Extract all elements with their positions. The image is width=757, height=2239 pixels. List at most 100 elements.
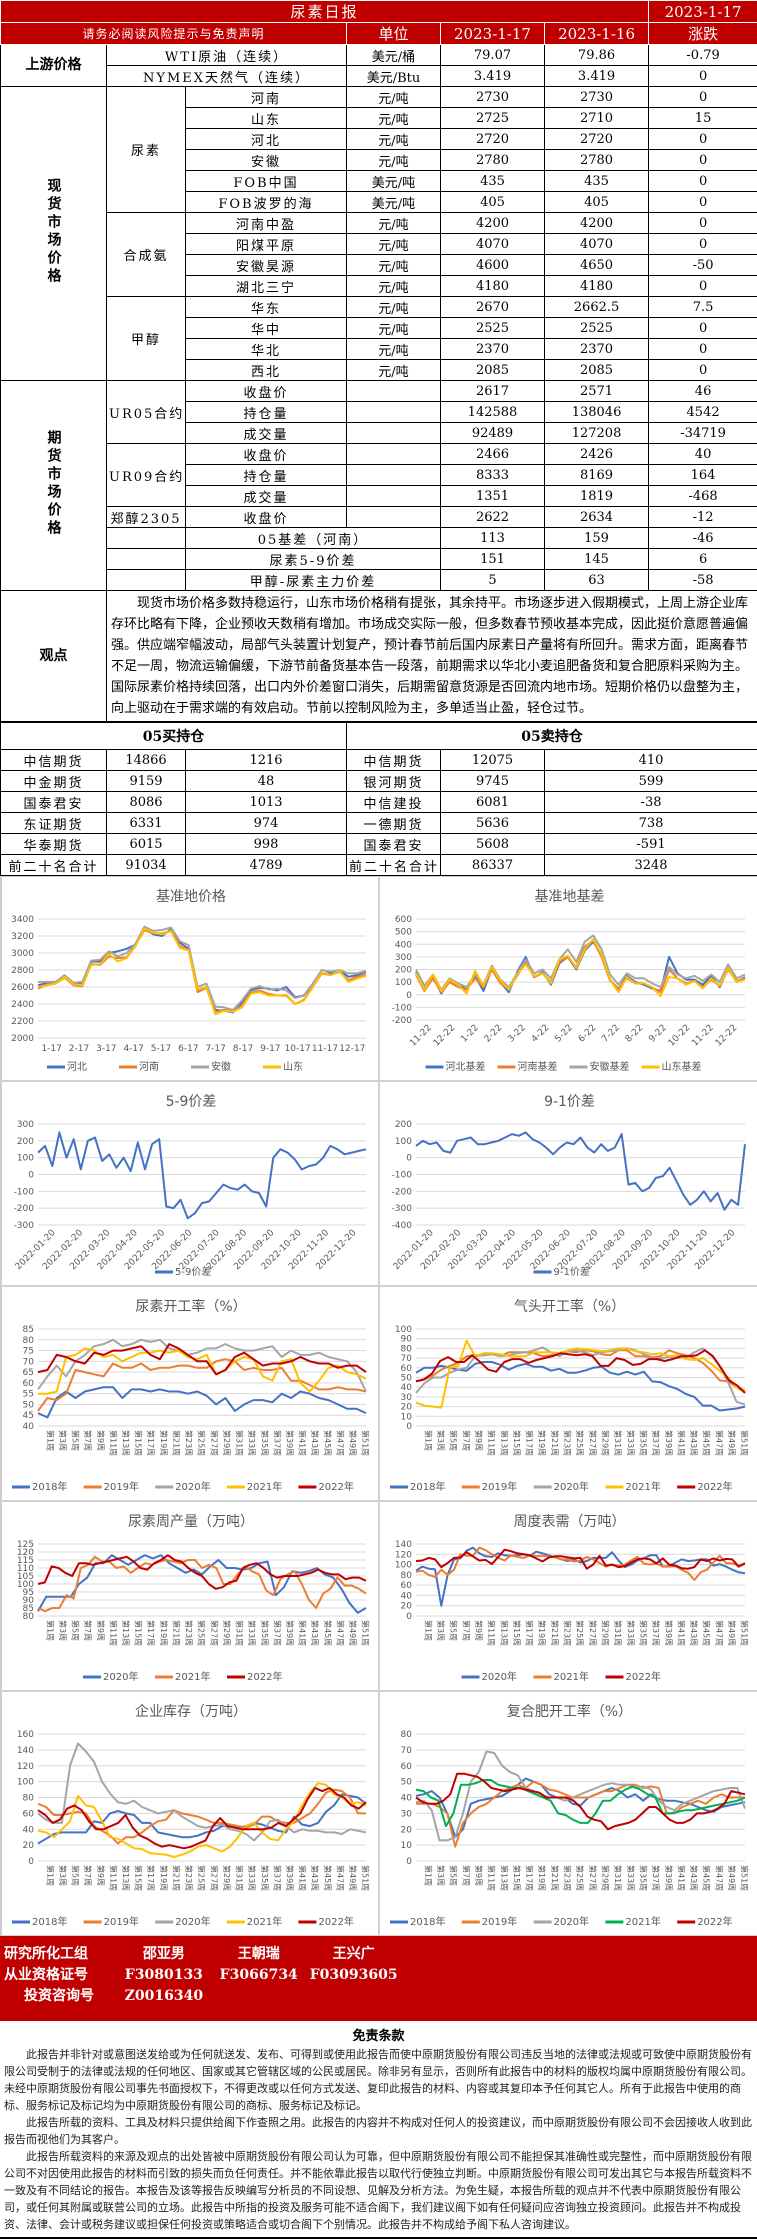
- value-change: -46: [649, 528, 757, 549]
- sell-broker-name: 中信期货: [347, 750, 441, 771]
- x-tick-label: 第33周: [247, 1430, 257, 1456]
- x-tick-label: 第39周: [285, 1430, 295, 1456]
- value-today: 113: [441, 528, 545, 549]
- x-tick-label: 第13周: [121, 1430, 131, 1456]
- legend-label: 2020年: [103, 1670, 138, 1683]
- value-today: 2085: [441, 360, 545, 381]
- value-change: 7.5: [649, 297, 757, 318]
- y-tick-label: -100: [14, 1187, 35, 1197]
- x-tick-label: 第47周: [335, 1865, 345, 1891]
- series-line-2018年: [38, 1387, 366, 1417]
- x-tick-label: 4-17: [123, 1044, 143, 1054]
- y-tick-label: 0: [406, 991, 412, 1001]
- x-tick-label: 第51周: [361, 1430, 371, 1456]
- x-tick-label: 第9周: [474, 1430, 484, 1451]
- y-tick-label: 40: [23, 1825, 35, 1835]
- x-tick-label: 第27周: [209, 1430, 219, 1456]
- x-tick-label: 第47周: [714, 1620, 724, 1646]
- series-line-2018年: [416, 1362, 745, 1411]
- item-unit: [347, 465, 441, 486]
- item-name: WTI原油（连续）: [107, 45, 347, 66]
- x-tick-label: 第3周: [436, 1620, 446, 1641]
- value-today: 79.07: [441, 45, 545, 66]
- y-tick-label: 2400: [11, 1000, 34, 1010]
- buy-broker-name: 中信期货: [1, 750, 107, 771]
- buy-change: 4789: [186, 855, 347, 876]
- item-unit: 元/吨: [347, 213, 441, 234]
- item-unit: 元/吨: [347, 108, 441, 129]
- y-tick-label: 70: [23, 1357, 35, 1367]
- x-tick-label: 第45周: [702, 1430, 712, 1456]
- legend-label: 2019年: [104, 1480, 139, 1493]
- x-tick-label: 第39周: [664, 1620, 674, 1646]
- value-prev: 159: [545, 528, 649, 549]
- legend-label: 2018年: [410, 1480, 445, 1493]
- buy-volume: 91034: [107, 855, 186, 876]
- value-prev: 4200: [545, 213, 649, 234]
- contract-label: 郑醇2305: [107, 507, 186, 528]
- value-prev: 2730: [545, 87, 649, 108]
- x-tick-label: 第1周: [423, 1865, 433, 1886]
- x-tick-label: 第3周: [58, 1430, 68, 1451]
- buy-volume: 8086: [107, 792, 186, 813]
- legend-label: 2021年: [175, 1670, 210, 1683]
- x-tick-label: 1-17: [41, 1044, 61, 1054]
- item-unit: 美元/Btu: [347, 66, 441, 87]
- x-tick-label: 第33周: [626, 1865, 636, 1891]
- item-unit: 元/吨: [347, 339, 441, 360]
- buy-positions-title: 05买持仓: [1, 723, 347, 750]
- x-tick-label: 2-17: [69, 1044, 89, 1054]
- y-tick-label: 30: [401, 1393, 413, 1403]
- x-tick-label: 第29周: [600, 1865, 610, 1891]
- team-member-name: 王兴广: [309, 1944, 399, 1965]
- legend-label: 2022年: [697, 1915, 732, 1928]
- series-line-5-9价差: [38, 1132, 366, 1218]
- value-prev: 2662.5: [545, 297, 649, 318]
- team-group-label: 研究所化工组: [4, 1944, 114, 1965]
- value-today: 151: [441, 549, 545, 570]
- item-name: 持仓量: [186, 402, 347, 423]
- x-tick-label: 第23周: [563, 1430, 573, 1456]
- value-prev: 63: [545, 570, 649, 591]
- sell-broker-name: 一德期货: [347, 813, 441, 834]
- value-change: 0: [649, 150, 757, 171]
- value-change: 0: [649, 339, 757, 360]
- chart-title: 基准地基差: [535, 888, 605, 905]
- col-today-header: 2023-1-17: [441, 23, 545, 45]
- section-label-spot: 现货市场价格: [1, 87, 107, 381]
- x-tick-label: 第11周: [487, 1430, 497, 1456]
- risk-warning-link[interactable]: 请务必阅读风险提示与免责声明: [1, 23, 347, 45]
- x-tick-label: 12-22: [432, 1023, 458, 1049]
- value-change: 0: [649, 66, 757, 87]
- legend-label: 2018年: [32, 1915, 67, 1928]
- x-tick-label: 第9周: [96, 1620, 106, 1641]
- consult-label: 投资咨询号: [4, 1986, 114, 2007]
- x-tick-label: 第13周: [121, 1865, 131, 1891]
- sell-broker-name: 国泰君安: [347, 834, 441, 855]
- value-change: 46: [649, 381, 757, 402]
- x-tick-label: 第45周: [323, 1865, 333, 1891]
- x-tick-label: 第5周: [449, 1865, 459, 1886]
- x-tick-label: 第17周: [525, 1620, 535, 1646]
- section-label-futures: 期货市场价格: [1, 381, 107, 591]
- report-table: 尿素日报 2023-1-17 请务必阅读风险提示与免责声明 单位 2023-1-…: [0, 0, 757, 722]
- value-prev: 4070: [545, 234, 649, 255]
- x-tick-label: 12-17: [339, 1044, 365, 1054]
- y-tick-label: -200: [392, 1187, 413, 1197]
- x-tick-label: 第35周: [638, 1865, 648, 1891]
- x-tick-label: 第43周: [310, 1620, 320, 1646]
- item-unit: 元/吨: [347, 234, 441, 255]
- report-date: 2023-1-17: [649, 1, 757, 23]
- x-tick-label: 第19周: [159, 1430, 169, 1456]
- y-tick-label: 80: [401, 1571, 413, 1581]
- y-tick-label: 70: [401, 1746, 413, 1756]
- sell-broker-name: 中信建投: [347, 792, 441, 813]
- x-tick-label: 第39周: [285, 1620, 295, 1646]
